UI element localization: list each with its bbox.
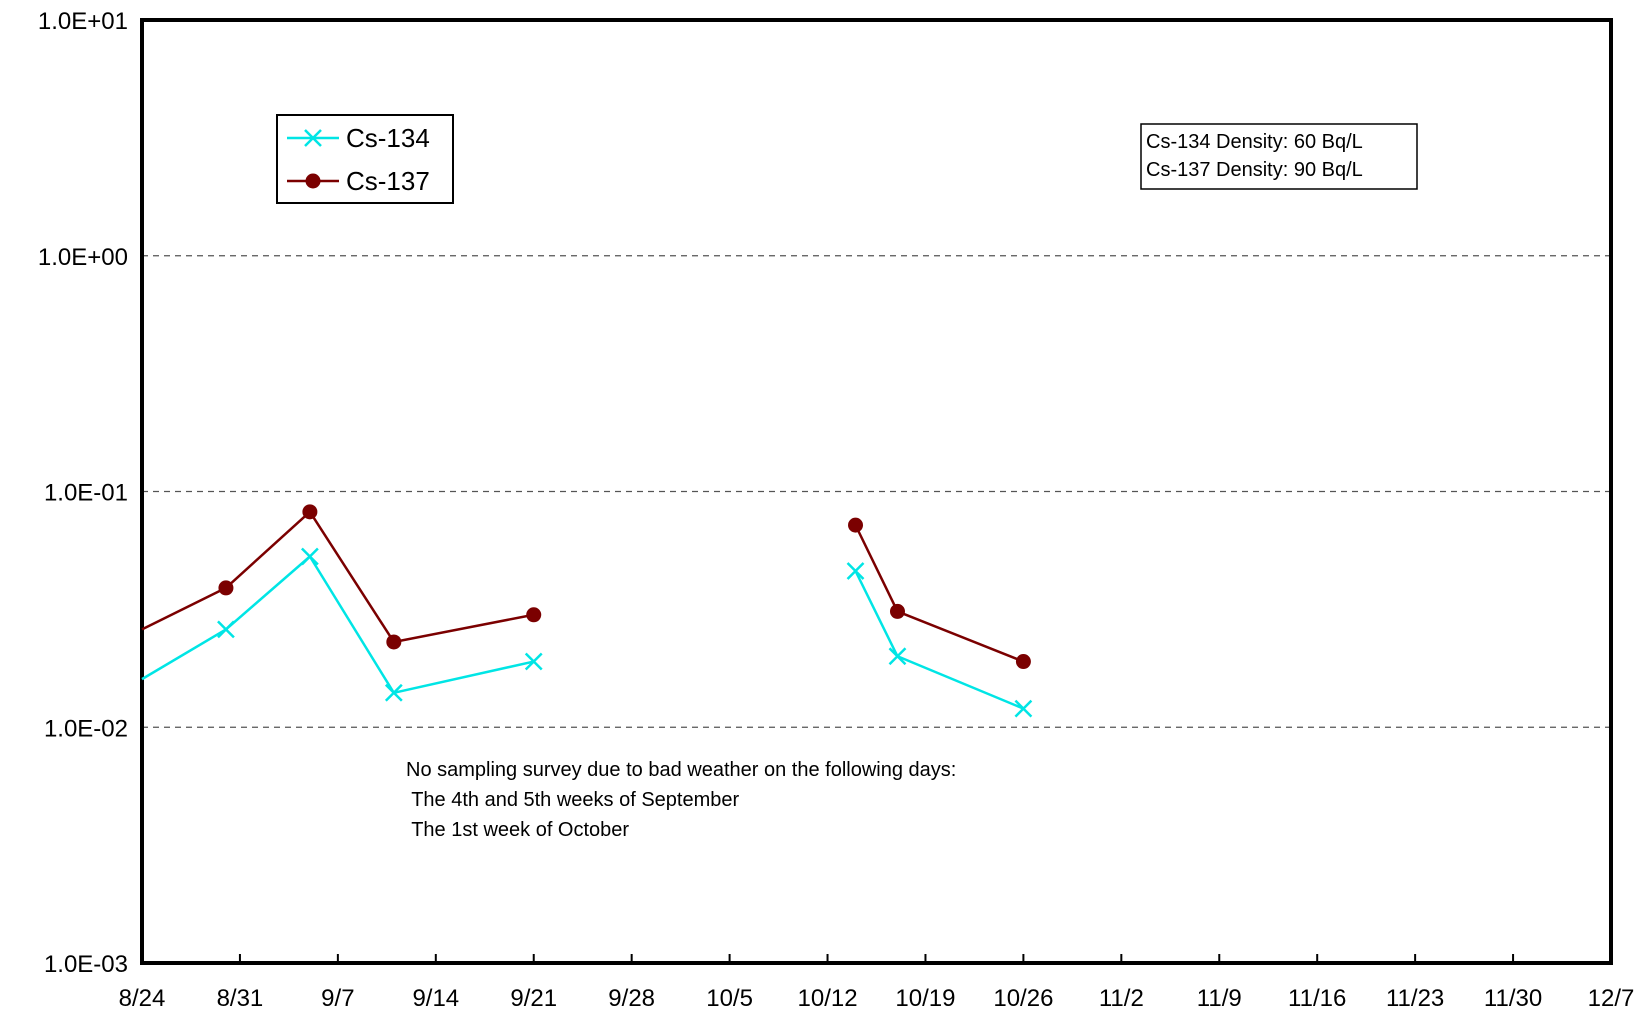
y-tick-label: 1.0E-03 (44, 951, 128, 978)
x-tick-label: 11/16 (1288, 985, 1346, 1012)
x-tick-label: 12/7 (1588, 985, 1635, 1012)
x-tick-label: 9/14 (412, 985, 459, 1012)
y-tick-label: 1.0E-02 (44, 715, 128, 742)
y-tick-label: 1.0E+01 (38, 8, 128, 35)
data-point (384, 683, 403, 702)
x-tick-label: 10/26 (993, 985, 1053, 1012)
x-axis-ticks: 8/24 8/31 9/7 9/14 9/21 9/28 10/5 10/12 10/19 10/… (119, 954, 1635, 1012)
data-point (301, 547, 319, 566)
data-point (524, 652, 543, 671)
x-tick-label: 11/2 (1099, 985, 1144, 1012)
note-line-1: No sampling survey due to bad weather on… (406, 759, 956, 781)
gridlines (142, 255, 1611, 728)
y-tick-label: 1.0E-01 (44, 480, 128, 507)
x-tick-label: 9/21 (510, 985, 557, 1012)
legend-marker-cs137 (305, 173, 321, 189)
x-tick-label: 10/19 (895, 985, 955, 1012)
data-point (218, 580, 234, 596)
legend-label-cs134: Cs-134 (346, 123, 430, 153)
data-point (526, 607, 542, 623)
x-tick-label: 11/23 (1386, 985, 1444, 1012)
y-axis-ticks: 1.0E+01 1.0E+00 1.0E-01 1.0E-02 1.0E-03 (38, 8, 128, 978)
note-line-2: The 4th and 5th weeks of September (406, 789, 740, 811)
x-tick-label: 8/31 (217, 985, 264, 1012)
x-tick-label: 8/24 (119, 985, 166, 1012)
data-point (848, 517, 864, 533)
density-line-cs134: Cs-134 Density: 60 Bq/L (1146, 131, 1363, 153)
x-tick-label: 9/7 (321, 985, 354, 1012)
data-point (217, 620, 235, 639)
x-tick-label: 11/30 (1484, 985, 1542, 1012)
x-tick-label: 11/9 (1197, 985, 1242, 1012)
density-line-cs137: Cs-137 Density: 90 Bq/L (1146, 159, 1363, 181)
legend: Cs-134 Cs-137 (276, 114, 454, 204)
x-tick-label: 10/12 (798, 985, 858, 1012)
data-point (889, 603, 905, 619)
series-lines (141, 504, 1033, 718)
legend-label-cs137: Cs-137 (346, 166, 430, 196)
data-point (846, 562, 865, 580)
data-point (1014, 699, 1033, 718)
data-point (386, 634, 402, 650)
note-line-3: The 1st week of October (406, 819, 629, 841)
legend-marker-cs134 (304, 129, 322, 147)
data-point (888, 647, 907, 666)
plot-area-border (140, 18, 1613, 965)
series-cs-134 (141, 547, 1033, 718)
y-tick-label: 1.0E+00 (38, 244, 128, 271)
x-tick-label: 10/5 (706, 985, 753, 1012)
x-tick-label: 9/28 (608, 985, 655, 1012)
data-point (302, 504, 318, 520)
series-line (854, 570, 1024, 710)
no-sampling-note: No sampling survey due to bad weather on… (406, 759, 956, 841)
data-point (1015, 654, 1031, 670)
series-line (141, 555, 535, 695)
density-box-frame (1140, 123, 1418, 190)
density-box: Cs-134 Density: 60 Bq/L Cs-137 Density: … (1140, 123, 1418, 190)
series-cs-137 (141, 504, 1031, 670)
series-line (854, 524, 1024, 663)
series-line (141, 510, 534, 644)
